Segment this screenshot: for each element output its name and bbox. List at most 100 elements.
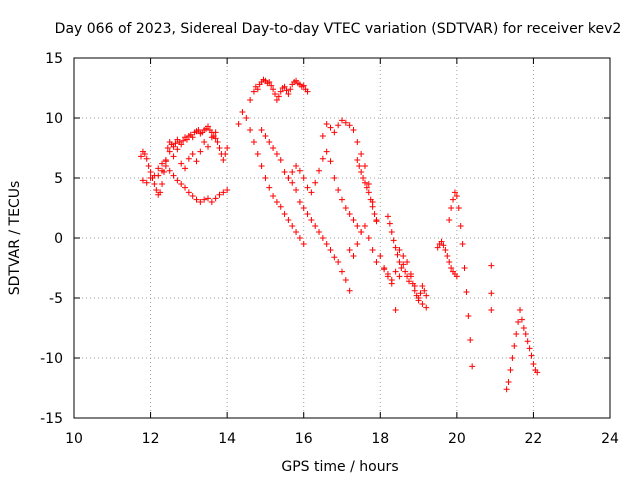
data-point bbox=[339, 196, 345, 203]
data-point bbox=[453, 193, 460, 199]
data-point bbox=[300, 82, 307, 89]
data-point bbox=[346, 287, 353, 294]
data-point bbox=[319, 235, 326, 241]
series-arc15 bbox=[488, 262, 495, 313]
data-point bbox=[189, 193, 196, 199]
data-point bbox=[162, 158, 169, 165]
data-point bbox=[459, 241, 466, 247]
data-point bbox=[365, 189, 372, 196]
data-point bbox=[308, 189, 315, 196]
data-point bbox=[505, 379, 512, 385]
data-point bbox=[331, 129, 338, 136]
x-tick-label: 20 bbox=[448, 431, 466, 447]
data-point bbox=[415, 295, 422, 301]
data-point bbox=[277, 157, 284, 163]
data-point bbox=[266, 79, 273, 85]
data-point bbox=[509, 355, 516, 361]
series-arc13 bbox=[434, 238, 460, 280]
data-point bbox=[220, 189, 227, 196]
series-arc16 bbox=[503, 307, 541, 393]
data-point bbox=[507, 367, 514, 373]
series-arc7 bbox=[285, 148, 365, 235]
data-point bbox=[300, 241, 307, 247]
data-point bbox=[205, 143, 211, 150]
data-point bbox=[342, 119, 349, 126]
y-tick-label: 15 bbox=[45, 51, 63, 67]
data-point bbox=[258, 163, 265, 169]
data-point bbox=[201, 196, 208, 203]
data-point bbox=[185, 155, 192, 162]
data-point bbox=[270, 145, 277, 151]
data-point bbox=[450, 196, 457, 203]
data-point bbox=[358, 169, 365, 175]
series-arc2 bbox=[139, 160, 231, 205]
data-point bbox=[239, 109, 246, 115]
data-point bbox=[247, 97, 254, 103]
data-point bbox=[316, 229, 323, 235]
data-point bbox=[277, 203, 284, 210]
series-arc11 bbox=[384, 213, 430, 304]
data-point bbox=[446, 259, 453, 265]
series-arc12 bbox=[396, 247, 430, 311]
data-point bbox=[208, 199, 215, 205]
data-point bbox=[528, 352, 535, 359]
data-point bbox=[250, 139, 257, 145]
data-point bbox=[287, 86, 294, 93]
data-point bbox=[358, 229, 365, 235]
data-point bbox=[335, 122, 342, 129]
data-point bbox=[208, 134, 215, 141]
data-point bbox=[367, 196, 374, 203]
data-point bbox=[365, 235, 372, 241]
data-point bbox=[469, 363, 476, 370]
data-point bbox=[358, 151, 365, 157]
data-point bbox=[448, 265, 455, 271]
data-point bbox=[296, 167, 303, 174]
data-point bbox=[404, 259, 411, 265]
data-point bbox=[273, 151, 280, 157]
data-point bbox=[526, 345, 533, 352]
data-point bbox=[335, 259, 342, 265]
data-point bbox=[159, 167, 166, 174]
x-axis-label: GPS time / hours bbox=[281, 459, 398, 475]
data-point bbox=[381, 266, 388, 273]
data-point bbox=[182, 165, 189, 172]
data-point bbox=[178, 160, 185, 167]
data-point bbox=[143, 155, 150, 162]
data-point bbox=[262, 175, 269, 181]
series-arc1 bbox=[138, 123, 231, 198]
data-point bbox=[189, 151, 196, 157]
data-point bbox=[354, 241, 361, 247]
data-point bbox=[384, 273, 391, 280]
data-point bbox=[440, 242, 447, 249]
data-point bbox=[247, 127, 254, 133]
data-point bbox=[323, 148, 330, 155]
data-point bbox=[513, 331, 520, 337]
data-point bbox=[205, 123, 211, 130]
data-point bbox=[421, 287, 428, 294]
data-point bbox=[457, 223, 464, 229]
data-point bbox=[453, 273, 460, 280]
data-point bbox=[350, 217, 357, 223]
data-point bbox=[363, 184, 370, 191]
data-point bbox=[361, 223, 368, 229]
data-point bbox=[369, 247, 376, 253]
data-point bbox=[361, 163, 368, 169]
data-point bbox=[446, 217, 453, 223]
data-point bbox=[346, 211, 353, 217]
data-point bbox=[293, 229, 300, 235]
data-point bbox=[461, 265, 468, 271]
data-point bbox=[434, 244, 441, 251]
y-tick-label: -15 bbox=[40, 411, 63, 427]
data-point bbox=[520, 325, 527, 331]
series-arc5 bbox=[235, 109, 307, 247]
data-point bbox=[273, 97, 280, 103]
data-point bbox=[398, 265, 405, 271]
data-point bbox=[222, 151, 229, 157]
series-arc3 bbox=[155, 129, 219, 179]
data-point bbox=[522, 331, 529, 337]
data-point bbox=[451, 189, 458, 196]
data-point bbox=[388, 229, 395, 235]
data-point bbox=[448, 205, 455, 211]
data-point bbox=[174, 177, 181, 184]
